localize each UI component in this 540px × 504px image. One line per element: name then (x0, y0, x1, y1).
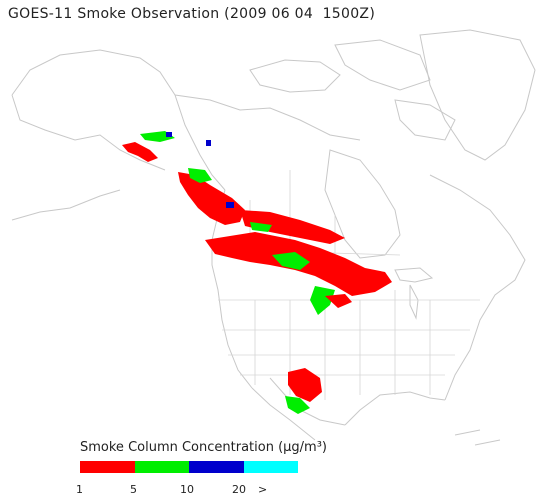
legend-bin-20-plus (243, 461, 298, 473)
legend-tick-gt: > (258, 483, 268, 496)
legend-bin-5-10 (134, 461, 189, 473)
lake-superior (394, 267, 434, 283)
gulf-coast (344, 391, 446, 426)
arctic-coast (174, 94, 361, 141)
arctic-islands-1 (249, 59, 341, 93)
legend-tick-20: 20 (232, 483, 246, 496)
smoke-green-bc (188, 168, 212, 183)
smoke-red-mexico (288, 368, 322, 402)
east-coast (429, 174, 526, 401)
legend-colorbar (80, 461, 298, 473)
arctic-islands-2 (334, 39, 431, 91)
aleutian (11, 189, 121, 221)
alaska-south (11, 94, 166, 171)
lake-michigan (409, 284, 419, 320)
legend-bin-1-5 (80, 461, 135, 473)
caribbean-isl (454, 429, 501, 446)
smoke-red-bc (178, 172, 245, 225)
smoke-blue-alaska (166, 132, 172, 137)
legend-tick-10: 10 (180, 483, 194, 496)
smoke-red-north (240, 210, 345, 244)
smoke-green-mexico (285, 396, 310, 414)
map-title: GOES-11 Smoke Observation (2009 06 04 15… (8, 6, 376, 22)
legend-tick-5: 5 (130, 483, 137, 496)
legend-title: Smoke Column Concentration (μg/m³) (80, 440, 327, 455)
west-coast (211, 189, 253, 389)
arctic-islands-3 (394, 99, 456, 141)
hudson-bay (324, 149, 401, 259)
greenland (419, 29, 536, 161)
coastlines (11, 29, 536, 446)
smoke-green-mid (310, 286, 335, 315)
legend-tick-1: 1 (76, 483, 83, 496)
alaska-coast (11, 49, 226, 191)
smoke-green-main (272, 252, 310, 270)
smoke-red-mid (325, 294, 352, 308)
legend-bin-10-20 (189, 461, 244, 473)
smoke-blue-bc (226, 202, 234, 208)
smoke-green-north (250, 222, 272, 232)
smoke-plumes (122, 131, 392, 414)
smoke-red-alaska (122, 142, 158, 162)
smoke-blue-ak2 (206, 140, 211, 146)
